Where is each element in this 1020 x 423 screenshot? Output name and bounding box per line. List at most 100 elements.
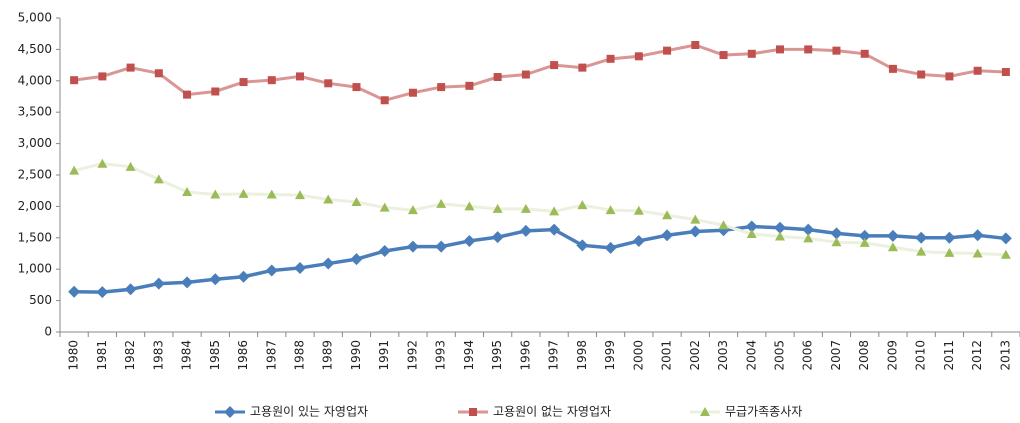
data-point — [465, 81, 474, 90]
data-point — [691, 41, 700, 50]
data-point — [745, 220, 758, 233]
x-tick-label: 2013 — [998, 340, 1012, 371]
x-tick-label: 2006 — [801, 340, 815, 371]
data-point — [633, 205, 644, 215]
x-tick-label: 1997 — [547, 340, 561, 371]
y-tick-label: 0 — [44, 325, 52, 339]
data-point — [746, 229, 757, 239]
y-tick-label: 3,000 — [18, 136, 52, 150]
x-tick-label: 2004 — [744, 340, 758, 371]
data-point — [124, 283, 137, 296]
legend-marker — [700, 407, 710, 416]
series-line — [73, 43, 1006, 102]
data-point — [96, 286, 109, 299]
data-point — [776, 45, 784, 54]
data-point — [378, 244, 391, 257]
data-point — [492, 203, 503, 213]
y-tick-label: 2,500 — [18, 168, 52, 182]
data-point — [266, 189, 277, 199]
data-point — [549, 206, 560, 216]
data-point — [520, 203, 531, 213]
data-point — [68, 285, 81, 298]
x-tick-label: 2012 — [970, 340, 984, 371]
data-point — [576, 239, 589, 252]
data-point — [971, 229, 984, 242]
data-point — [407, 205, 418, 215]
data-point — [296, 72, 304, 81]
x-tick-label: 1999 — [603, 340, 617, 371]
data-point — [888, 64, 897, 73]
data-point — [690, 214, 701, 224]
x-tick-label: 1988 — [293, 340, 307, 371]
x-tick-label: 2000 — [631, 340, 645, 371]
data-point — [804, 45, 813, 54]
data-point — [437, 83, 446, 92]
x-tick-label: 1985 — [208, 340, 222, 371]
data-point — [436, 198, 447, 208]
data-point — [69, 165, 80, 175]
data-point — [491, 231, 504, 244]
data-point — [239, 78, 248, 87]
y-tick-label: 5,000 — [18, 11, 52, 25]
x-tick-label: 1992 — [405, 340, 419, 371]
data-point — [917, 70, 926, 79]
data-point — [632, 234, 645, 247]
data-point — [774, 221, 786, 234]
data-point — [519, 224, 532, 237]
data-point — [689, 225, 702, 238]
legend-marker — [224, 406, 236, 418]
x-tick-label: 1989 — [321, 340, 335, 371]
legend-marker — [469, 408, 477, 416]
data-point — [98, 72, 107, 81]
data-point — [719, 51, 728, 60]
data-point — [351, 197, 362, 207]
x-tick-label: 2008 — [857, 340, 871, 371]
data-point — [323, 194, 334, 204]
data-point — [406, 240, 419, 253]
x-tick-label: 1982 — [123, 340, 137, 371]
data-point — [550, 61, 559, 70]
data-point — [435, 240, 448, 253]
data-point — [548, 223, 561, 236]
data-point — [775, 231, 785, 241]
legend-label: 무급가족종사자 — [725, 405, 802, 419]
data-point — [858, 229, 871, 242]
data-point — [237, 270, 250, 283]
data-point — [915, 231, 928, 244]
x-tick-label: 1993 — [434, 340, 448, 371]
legend-label: 고용원이 있는 자영업자 — [250, 405, 368, 419]
x-tick-label: 1995 — [490, 340, 504, 371]
data-point — [606, 54, 615, 63]
data-point — [210, 189, 221, 199]
x-tick-label: 1983 — [151, 340, 165, 371]
data-point — [294, 261, 306, 274]
data-point — [97, 158, 108, 168]
data-point — [126, 63, 135, 72]
data-point — [183, 90, 192, 99]
data-point — [152, 277, 165, 290]
data-point — [521, 70, 530, 79]
data-point — [945, 72, 954, 81]
series-line — [74, 224, 1007, 294]
data-point — [860, 49, 869, 58]
y-tick-label: 1,000 — [18, 262, 52, 276]
data-point — [209, 273, 222, 286]
data-point — [830, 227, 843, 240]
data-point — [943, 231, 956, 244]
x-tick-label: 2005 — [773, 340, 787, 371]
x-tick-label: 1981 — [95, 340, 109, 371]
x-tick-label: 1980 — [67, 340, 81, 371]
data-point — [238, 188, 249, 198]
data-point — [265, 264, 278, 277]
data-point — [747, 49, 756, 58]
data-point — [803, 233, 814, 243]
data-point — [70, 76, 79, 85]
data-point — [408, 88, 417, 97]
data-point — [324, 79, 333, 88]
data-point — [211, 87, 220, 96]
data-point — [916, 246, 927, 256]
data-point — [634, 52, 643, 61]
data-point — [125, 161, 136, 171]
y-tick-label: 4,500 — [18, 42, 52, 56]
